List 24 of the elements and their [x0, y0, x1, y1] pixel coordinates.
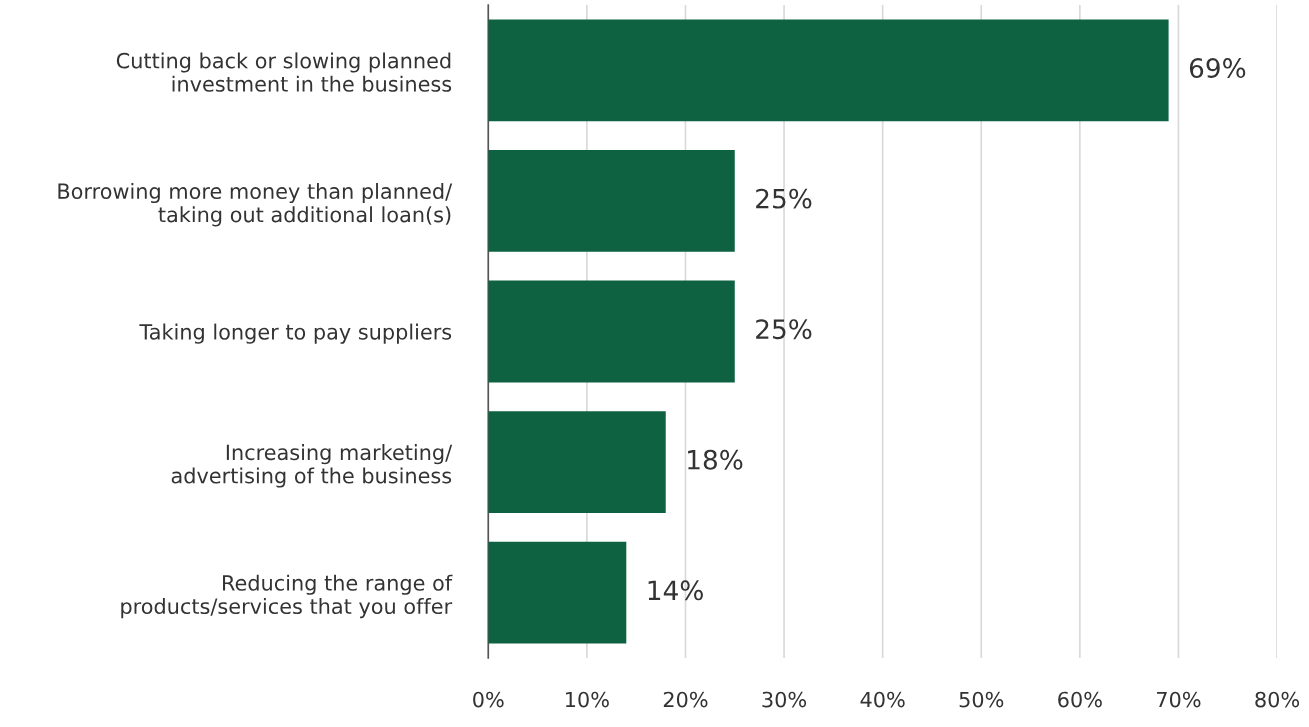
- y-tick-label: Borrowing more money than planned/ taking out additional loan(s): [58, 182, 453, 227]
- bar: [488, 411, 666, 513]
- data-label: 14%: [648, 580, 703, 601]
- x-tick-label: 10%: [565, 691, 609, 708]
- x-tick-label: 60%: [1058, 691, 1102, 708]
- y-tick-label: Increasing marketing/ advertising of the business: [171, 444, 453, 488]
- x-tick-label: 50%: [959, 691, 1004, 708]
- data-label: 25%: [756, 319, 812, 340]
- y-tick-label: Cutting back or slowing planned investment in the business: [116, 52, 452, 92]
- bar: [488, 541, 627, 644]
- x-tick-label: 20%: [663, 691, 708, 708]
- bar: [488, 150, 735, 252]
- x-tick-label: 80%: [1255, 691, 1300, 708]
- data-label: 18%: [688, 449, 743, 470]
- x-tick-label: 30%: [762, 691, 807, 708]
- x-tick-label: 70%: [1157, 691, 1201, 708]
- bar: [488, 280, 735, 383]
- x-tick-label: 40%: [860, 691, 905, 708]
- data-label: 25%: [756, 188, 812, 209]
- y-tick-label: Reducing the range of products/services that you offer: [121, 574, 453, 619]
- x-tick-label: 0%: [473, 691, 504, 708]
- data-label: 69%: [1189, 58, 1246, 79]
- y-tick-label: Taking longer to pay suppliers: [139, 323, 452, 344]
- bar: [488, 19, 1169, 122]
